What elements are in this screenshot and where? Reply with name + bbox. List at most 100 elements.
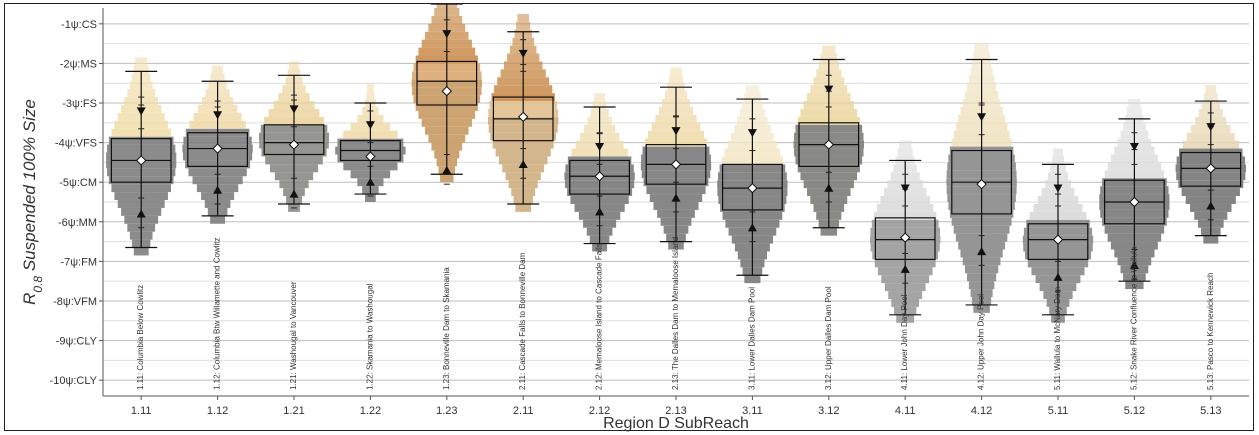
percentile-high-marker [442, 30, 452, 39]
subreach-name-label: 2.13: The Dalles Dam to Memaloose Island [671, 237, 680, 390]
subreach-name-label: 1.23: Bonneville Dam to Skamania [442, 267, 451, 390]
percentile-high-marker [1129, 142, 1139, 152]
violin-step [517, 13, 530, 22]
mean-marker [899, 232, 911, 243]
percentile-high-marker [518, 49, 528, 59]
subreach-4-12: 4.12: Upper John Day Pool [946, 43, 1017, 390]
subreach-name-label: 1.11: Columbia Below Cowlitz [136, 285, 145, 390]
violin-step [135, 57, 148, 66]
subreach-name-label: 1.21: Washougal to Vancouver [289, 281, 298, 390]
percentile-low-marker [518, 159, 528, 168]
violin-step [210, 73, 225, 82]
violin-step [210, 215, 226, 224]
subreach-1-11: 1.11: Columbia Below Cowlitz [106, 57, 177, 390]
violin-step [289, 61, 299, 70]
subreach-5-11: 5.11: Wallula to McNary Dam [1022, 148, 1094, 390]
subreach-1-22: 1.22: Skamania to Washougal [335, 83, 406, 390]
subreach-name-label: 1.12: Columbia Btw Willamette and Cowlit… [213, 237, 222, 390]
box-plot-chart: 1.11: Columbia Below Cowlitz 1.12: Columb… [20, 4, 1249, 432]
violin-step [515, 203, 532, 212]
percentile-high-marker [824, 85, 834, 94]
x-tick-label: 4.12 [971, 405, 992, 417]
subreach-2-12: 2.12: Memaloose Island to Cascade Falls [564, 93, 635, 390]
subreach-3-12: 3.12: Upper Dalles Dam Pool [793, 45, 864, 390]
y-axis-title-symbol: R [20, 293, 39, 305]
mean-marker [747, 182, 758, 194]
violin-step [1205, 85, 1217, 94]
x-tick-label: 1.12 [207, 405, 228, 417]
violin-step [133, 247, 149, 256]
percentile-low-marker [1053, 272, 1063, 281]
violin-step [1051, 314, 1065, 323]
violin-step [899, 140, 912, 149]
percentile-high-marker [747, 129, 757, 138]
violin-step [820, 227, 838, 236]
violin-step [1053, 148, 1063, 157]
percentile-high-marker [900, 184, 910, 193]
violin-step [592, 243, 608, 252]
mean-marker [1205, 163, 1217, 174]
subreach-4-11: 4.11: Lower John Day Pool [870, 140, 941, 390]
percentile-low-marker [671, 193, 681, 202]
subreach-1-23: 1.23: Bonneville Dam to Skamania [411, 4, 482, 390]
x-tick-label: 5.11 [1048, 405, 1069, 417]
y-tick-label: -3ψ:FS [62, 98, 97, 110]
violin-step [897, 148, 913, 157]
subreach-name-label: 2.12: Memaloose Island to Cascade Falls [595, 243, 604, 390]
violin-step [440, 174, 454, 183]
subreach-5-12: 5.12: Snake River Confluence to Wallula [1099, 99, 1170, 390]
violin-step [287, 69, 301, 78]
violin-step [896, 314, 915, 323]
iqr-box [416, 60, 478, 106]
subreach-1-12: 1.12: Columbia Btw Willamette and Cowlit… [182, 65, 253, 390]
y-tick-label: -2ψ:MS [60, 58, 97, 70]
iqr-box [263, 124, 325, 156]
percentile-high-marker [1206, 123, 1216, 132]
mean-marker [670, 159, 682, 170]
mean-marker [365, 151, 376, 162]
violin-step [366, 91, 375, 100]
x-tick-label: 1.22 [360, 405, 381, 417]
subreach-name-label: 4.11: Lower John Day Pool [900, 294, 909, 390]
violin-step [745, 85, 760, 94]
mean-marker [517, 111, 529, 123]
violin-step [212, 65, 224, 74]
x-tick-label: 3.12 [818, 405, 839, 417]
percentile-low-marker [1206, 201, 1216, 210]
percentile-low-marker [824, 183, 834, 192]
percentile-high-marker [671, 127, 681, 136]
subreach-name-label: 3.11: Lower Dalles Dam Pool [747, 287, 756, 390]
plot-area: 1.11: Columbia Below Cowlitz 1.12: Columb… [106, 4, 1246, 390]
violin-step [367, 83, 374, 92]
y-axis-title-subscript: 0.8 [31, 276, 45, 293]
iqr-box [1027, 223, 1089, 261]
y-tick-label: -5ψ:CM [59, 177, 97, 189]
violin-step [744, 275, 761, 284]
percentile-low-marker [442, 165, 452, 174]
violin-step [1126, 106, 1142, 115]
violin-step [743, 93, 761, 102]
y-tick-label: -4ψ:VFS [55, 138, 97, 150]
violin-step [820, 53, 838, 62]
subreach-name-label: 5.13: Pasco to Kennewick Reach [1206, 273, 1215, 390]
subreach-name-label: 3.12: Upper Dalles Dam Pool [824, 286, 833, 390]
percentile-low-marker [289, 189, 299, 198]
x-tick-label: 1.21 [283, 405, 304, 417]
percentile-high-marker [365, 121, 375, 130]
percentile-low-marker [900, 264, 910, 273]
y-tick-label: -10ψ:CLY [50, 375, 98, 387]
subreach-name-label: 5.12: Snake River Confluence to Wallula [1129, 246, 1138, 390]
iqr-box [1180, 151, 1242, 187]
mean-marker [1052, 234, 1064, 245]
x-tick-label: 1.11 [131, 405, 152, 417]
subreach-name-label: 4.12: Upper John Day Pool [977, 294, 986, 390]
mean-marker [441, 85, 453, 97]
mean-marker [823, 139, 835, 150]
subreach-3-11: 3.11: Lower Dalles Dam Pool [717, 85, 788, 390]
iqr-box [722, 163, 783, 211]
y-tick-label: -9ψ:CLY [56, 336, 98, 348]
x-tick-label: 4.11 [895, 405, 916, 417]
x-tick-label: 5.13 [1200, 405, 1221, 417]
violin-step [516, 21, 531, 30]
violin-step [973, 304, 990, 313]
